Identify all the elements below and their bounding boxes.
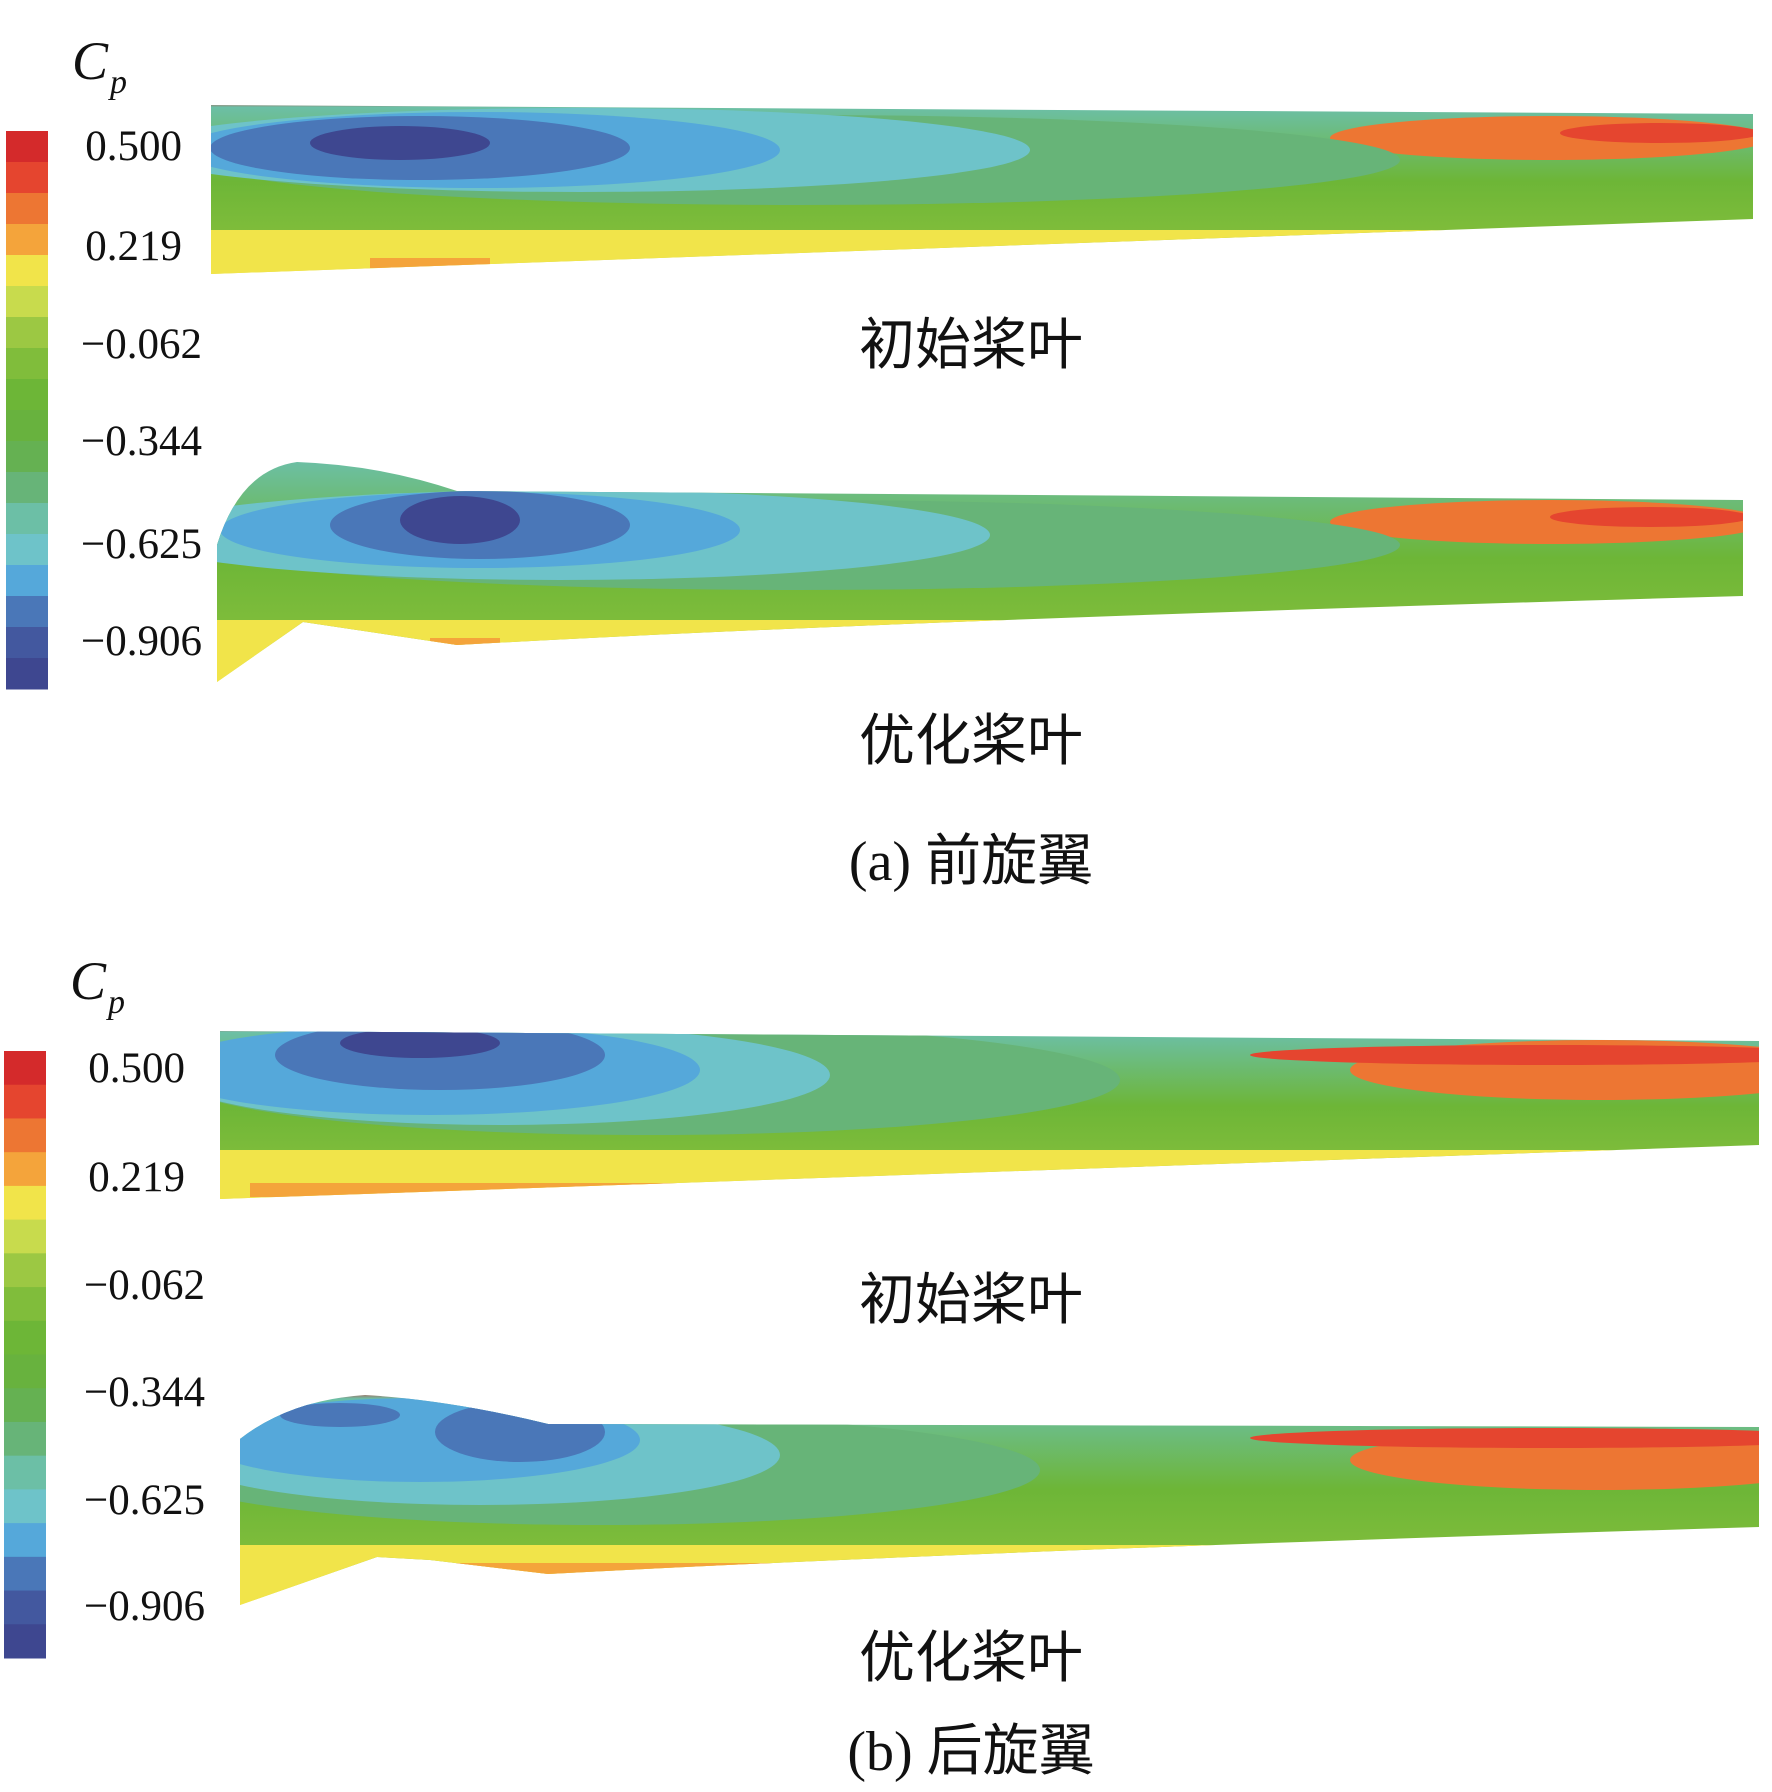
colorbar-a-band [6,348,48,380]
blade-a-initial [211,105,1753,274]
colorbar-a-band [6,193,48,225]
tick-label: −0.062 [83,1262,205,1309]
colorbar-title-a: Cp [72,31,128,101]
colorbar-title-b: Cp [70,951,126,1021]
colorbar-b-band [4,1354,46,1389]
colorbar-a-band [6,565,48,597]
colorbar-a-band [6,162,48,194]
colorbar-b-band [4,1185,46,1221]
tick-label: −0.625 [83,1477,205,1524]
blade-caption: 初始桨叶 [859,1270,1083,1332]
colorbar-b-band [4,1523,46,1558]
colorbar-b-band [4,1084,46,1119]
colorbar-a-band [6,317,48,349]
colorbar-a-band [6,534,48,566]
tick-label: 0.500 [85,123,182,170]
tick-label: −0.906 [83,1583,205,1630]
colorbar-b-band [4,1152,46,1187]
colorbar-a-band [6,255,48,287]
blade-caption: 初始桨叶 [859,315,1083,377]
colorbar-a-band [6,596,48,628]
colorbar-a-band [6,658,48,690]
tick-label: −0.062 [80,321,202,368]
colorbar-b-band [4,1388,46,1423]
colorbar-b-band [4,1421,46,1457]
colorbar-b-band [4,1590,46,1625]
colorbar-a-band [6,472,48,504]
colorbar-b-band [4,1287,46,1322]
colorbar-b-band [4,1489,46,1524]
panel-caption: (a) 前旋翼 [848,831,1094,893]
colorbar-b-band [4,1253,46,1288]
colorbar-a-band [6,441,48,473]
colorbar-a-band [6,627,48,659]
blade-b-initial [220,1031,1759,1199]
colorbar-b-band [4,1556,46,1592]
colorbar-a-band [6,503,48,535]
colorbar-b-band [4,1455,46,1490]
panel-caption: (b) 后旋翼 [847,1721,1095,1783]
colorbar-a-band [6,379,48,411]
blade-caption: 优化桨叶 [859,711,1083,773]
colorbar-b-band [4,1624,46,1659]
colorbar-a-band [6,224,48,256]
tick-label: 0.219 [88,1154,185,1201]
tick-label: 0.219 [85,223,182,270]
colorbar-b-band [4,1051,46,1086]
colorbar-b-band [4,1320,46,1355]
blade-b-optimized [240,1395,1759,1605]
blade-a-optimized [217,462,1743,682]
blade-caption: 优化桨叶 [859,1628,1083,1690]
tick-label: −0.344 [80,418,202,465]
tick-label: −0.906 [80,618,202,665]
colorbar-a-band [6,131,48,163]
colorbar-b-band [4,1118,46,1153]
colorbar-a-band [6,410,48,442]
tick-label: −0.625 [80,521,202,568]
colorbar-b-band [4,1219,46,1254]
tick-label: 0.500 [88,1045,185,1092]
tick-label: −0.344 [83,1369,205,1416]
colorbar-a-band [6,286,48,318]
